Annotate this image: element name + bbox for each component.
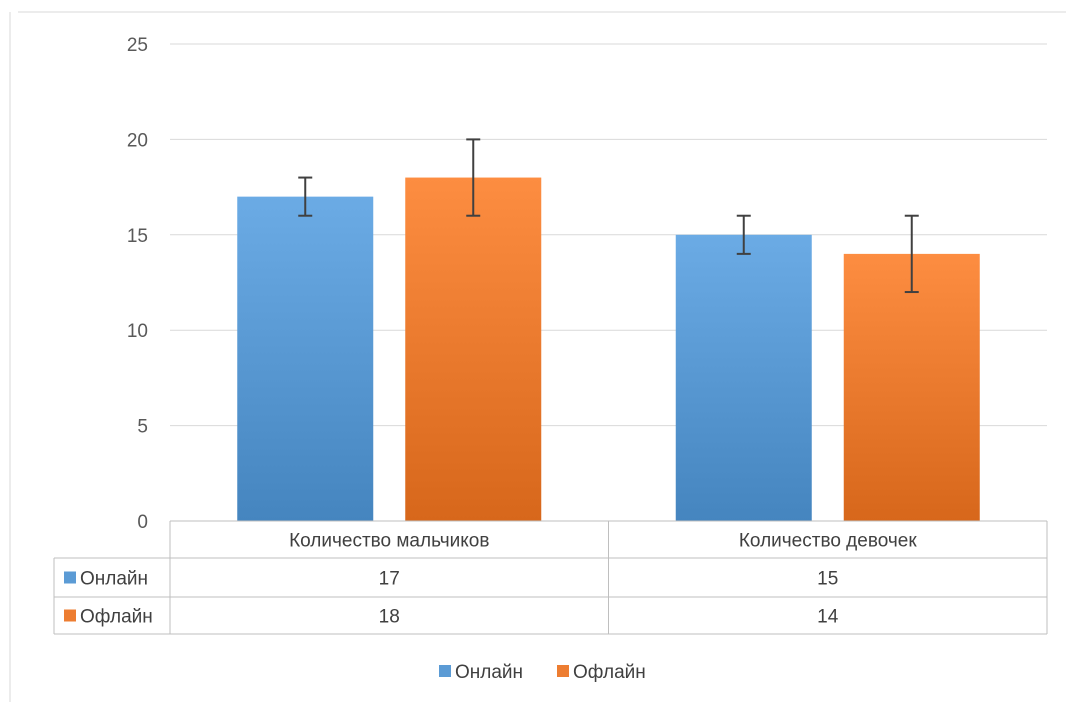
bar-online [675, 234, 812, 522]
y-tick-label: 25 [127, 35, 148, 56]
legend-label: Онлайн [455, 662, 523, 683]
table-category-header: Количество девочек [739, 531, 917, 552]
data-label: 15 [817, 569, 838, 590]
bar-offline [843, 253, 980, 521]
legend-key [557, 665, 569, 677]
data-label: 18 [379, 607, 400, 628]
data-label: 14 [817, 607, 839, 628]
y-tick-label: 20 [127, 130, 148, 151]
data-label: 17 [379, 569, 400, 590]
table-legend-key [64, 609, 76, 622]
table-series-label: Офлайн [80, 607, 153, 628]
table-legend-key [64, 571, 76, 584]
y-tick-label: 10 [127, 321, 148, 342]
bar-offline [405, 177, 542, 521]
legend: Онлайн Офлайн [439, 662, 646, 683]
y-tick-label: 15 [127, 226, 148, 247]
bars [237, 177, 980, 522]
table-category-header: Количество мальчиков [289, 531, 489, 552]
legend-key [439, 665, 451, 677]
data-table: Количество мальчиков Количество девочек Он… [53, 520, 1048, 635]
y-axis-ticks: 0 5 10 15 20 25 [127, 35, 148, 533]
y-tick-label: 5 [137, 417, 148, 438]
y-tick-label: 0 [137, 512, 148, 533]
bar-online [237, 196, 374, 521]
error-bars [298, 138, 919, 294]
table-series-label: Онлайн [80, 569, 148, 590]
legend-label: Офлайн [573, 662, 646, 683]
